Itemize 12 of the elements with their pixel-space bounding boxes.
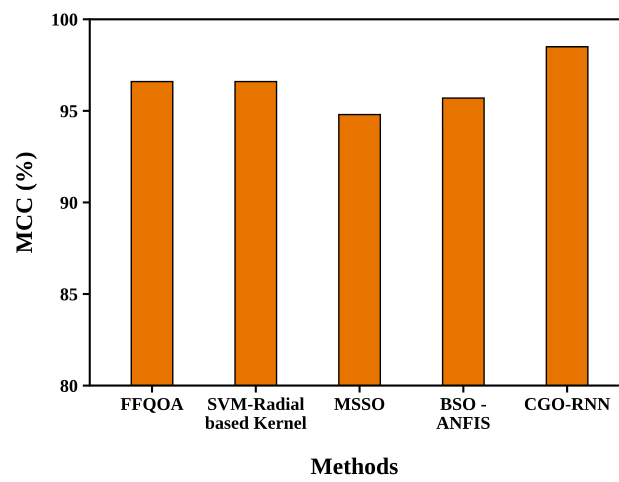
y-tick-label: 80 [60, 380, 78, 392]
y-tick-label: 95 [60, 105, 78, 118]
x-tick-label: BSO - ANFIS [436, 398, 490, 429]
x-tick-label: MSSO [334, 398, 384, 410]
y-tick-label: 100 [52, 14, 78, 26]
x-axis-title: Methods [310, 458, 398, 474]
x-tick-label: FFQOA [120, 398, 184, 413]
y-tick-label: 90 [60, 196, 78, 209]
x-tick-label: SVM-Radial based Kernel [205, 397, 306, 429]
y-axis-title: MCC (%) [16, 152, 37, 253]
x-tick-label: CGO-RNN [524, 398, 610, 410]
y-tick-label: 85 [60, 288, 78, 300]
